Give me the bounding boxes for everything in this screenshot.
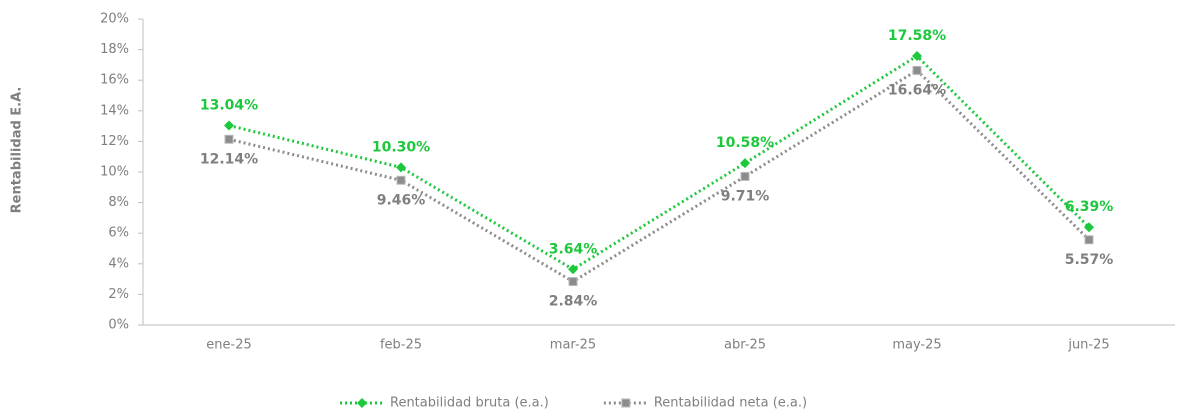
marker	[224, 134, 234, 144]
x-tick-label: abr-25	[724, 338, 766, 353]
y-tick-label: 20%	[100, 12, 129, 27]
marker	[357, 398, 367, 408]
marker	[621, 398, 631, 408]
legend-label: Rentabilidad neta (e.a.)	[654, 396, 807, 411]
data-label: 9.46%	[377, 192, 426, 208]
marker	[912, 65, 922, 75]
marker	[740, 171, 750, 181]
data-label: 16.64%	[888, 82, 946, 98]
y-tick-label: 4%	[108, 256, 129, 271]
data-label: 12.14%	[200, 151, 258, 167]
y-tick-label: 6%	[108, 226, 129, 241]
marker	[912, 51, 922, 62]
y-tick-label: 16%	[100, 73, 129, 88]
data-label: 9.71%	[721, 188, 770, 204]
y-axis-label: Rentabilidad E.A.	[10, 87, 25, 214]
marker	[396, 162, 406, 173]
y-tick-label: 8%	[108, 195, 129, 210]
y-tick-label: 0%	[108, 318, 129, 333]
data-label: 5.57%	[1065, 252, 1114, 268]
data-label: 10.30%	[372, 139, 430, 155]
marker	[568, 264, 578, 275]
marker	[568, 277, 578, 287]
y-tick-label: 18%	[100, 42, 129, 57]
data-label: 17.58%	[888, 28, 946, 44]
x-tick-label: feb-25	[380, 338, 422, 353]
x-tick-label: ene-25	[206, 338, 251, 353]
data-label: 10.58%	[716, 135, 774, 151]
data-label: 6.39%	[1065, 199, 1114, 215]
data-label: 13.04%	[200, 97, 258, 113]
x-tick-label: mar-25	[550, 338, 596, 353]
data-label: 3.64%	[549, 241, 598, 257]
marker	[1084, 222, 1094, 233]
series-line	[228, 68, 1091, 284]
series-line	[228, 54, 1091, 272]
x-tick-label: may-25	[892, 338, 941, 353]
data-label: 2.84%	[549, 294, 598, 310]
marker	[740, 158, 750, 169]
marker	[224, 120, 234, 131]
marker	[1084, 235, 1094, 245]
y-tick-label: 10%	[100, 165, 129, 180]
y-tick-label: 2%	[108, 287, 129, 302]
legend-label: Rentabilidad bruta (e.a.)	[390, 396, 549, 411]
marker	[396, 175, 406, 185]
x-tick-label: jun-25	[1067, 338, 1109, 353]
y-tick-label: 14%	[100, 103, 129, 118]
y-tick-label: 12%	[100, 134, 129, 149]
